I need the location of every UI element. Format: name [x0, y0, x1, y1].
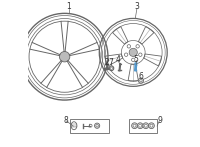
Text: 3: 3	[134, 2, 139, 11]
Circle shape	[144, 124, 147, 127]
Circle shape	[59, 51, 70, 62]
Circle shape	[133, 124, 136, 127]
Circle shape	[129, 48, 137, 56]
Circle shape	[95, 123, 100, 128]
Text: 7: 7	[108, 58, 113, 67]
Text: 6: 6	[139, 72, 144, 81]
Circle shape	[143, 123, 149, 129]
Circle shape	[137, 123, 143, 129]
Circle shape	[139, 124, 142, 127]
Text: 5: 5	[133, 55, 138, 64]
Circle shape	[124, 53, 128, 56]
Circle shape	[138, 78, 143, 83]
Circle shape	[132, 58, 135, 62]
Circle shape	[136, 45, 139, 48]
Circle shape	[149, 123, 154, 129]
Circle shape	[127, 45, 131, 48]
Circle shape	[139, 53, 142, 56]
Text: 2: 2	[104, 58, 109, 67]
Circle shape	[150, 124, 153, 127]
Text: 4: 4	[116, 55, 121, 64]
Circle shape	[132, 123, 137, 129]
Text: 1: 1	[67, 2, 71, 11]
Text: 9: 9	[158, 116, 162, 125]
Text: 8: 8	[64, 116, 68, 125]
